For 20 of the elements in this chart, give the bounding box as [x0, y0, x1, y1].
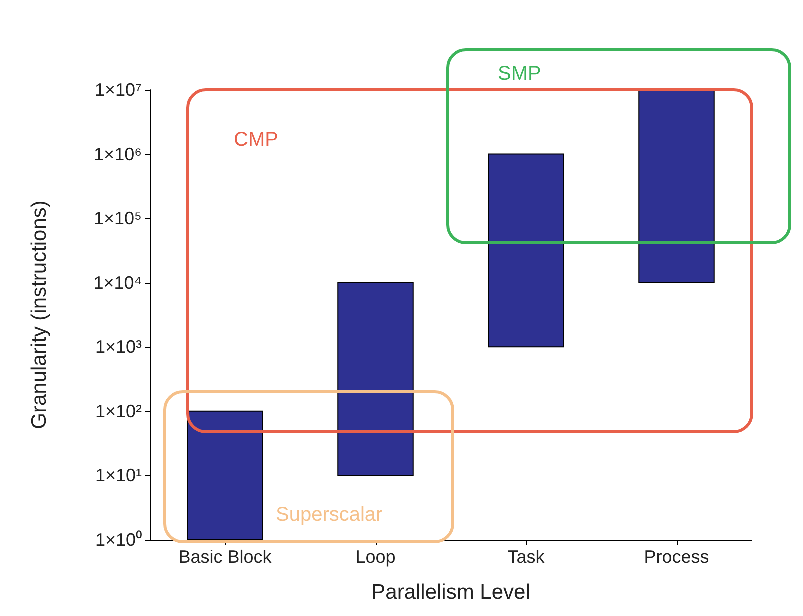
y-tick-label: 1×10⁴ [94, 272, 142, 293]
text: SMP [498, 63, 542, 85]
y-tick-label: 1×10⁰ [95, 530, 142, 550]
y-tick-label: 1×10² [95, 401, 142, 422]
y-axis-title: Granularity (instructions) [28, 200, 51, 430]
annotation: CMP [234, 129, 278, 151]
annotation: Superscalar [276, 504, 384, 526]
x-tick-label: Basic Block [178, 547, 273, 567]
y-tick-label: 1×10³ [95, 337, 142, 358]
x-axis-title: Parallelism Level [372, 581, 530, 604]
x-tick-label: Process [644, 547, 710, 567]
y-tick-label: 1×10⁶ [94, 144, 142, 164]
x-tick-label: Task [508, 547, 546, 567]
y-tick-label: 1×10⁷ [94, 80, 142, 100]
y-tick-label: 1×10¹ [95, 466, 142, 486]
y-tick-label: 1×10⁵ [94, 208, 142, 229]
bar [338, 282, 414, 476]
x-tick-label: Loop [356, 547, 396, 567]
bar [638, 90, 715, 284]
bar [488, 154, 564, 348]
